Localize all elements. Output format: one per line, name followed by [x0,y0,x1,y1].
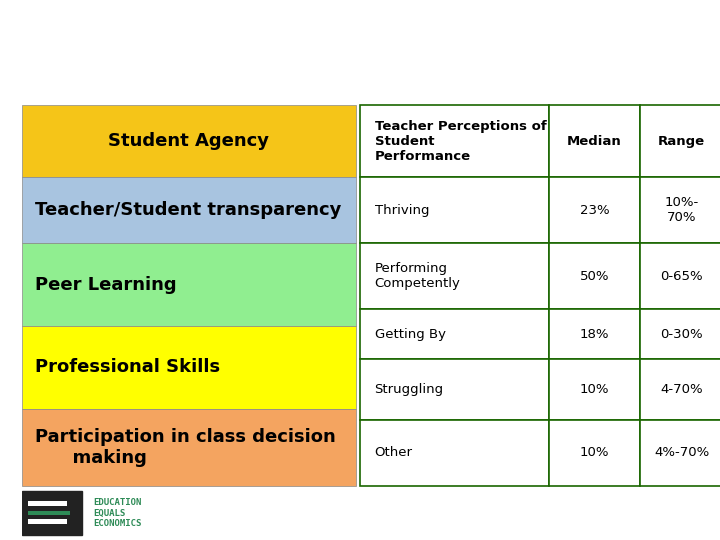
Text: EDUCATION
EQUALS
ECONOMICS: EDUCATION EQUALS ECONOMICS [93,498,141,528]
Text: Student Agency: Student Agency [148,36,572,80]
FancyBboxPatch shape [22,491,82,535]
Text: Other: Other [374,447,413,460]
Text: Student Agency: Student Agency [109,132,269,150]
Text: Getting By: Getting By [374,328,446,341]
FancyBboxPatch shape [22,177,356,243]
FancyBboxPatch shape [360,309,549,359]
Text: Participation in class decision
      making: Participation in class decision making [35,428,336,467]
Text: Median: Median [567,134,622,147]
FancyBboxPatch shape [549,309,640,359]
Text: 0-30%: 0-30% [660,328,703,341]
FancyBboxPatch shape [360,359,549,420]
FancyBboxPatch shape [549,105,640,177]
FancyBboxPatch shape [22,105,356,177]
Text: 10%: 10% [580,447,609,460]
FancyBboxPatch shape [549,177,640,243]
FancyBboxPatch shape [22,243,356,326]
Text: Thriving: Thriving [374,204,429,217]
Text: 4%-70%: 4%-70% [654,447,709,460]
FancyBboxPatch shape [22,409,356,486]
Text: 4-70%: 4-70% [660,383,703,396]
FancyBboxPatch shape [22,326,356,409]
Text: 23%: 23% [580,204,609,217]
FancyBboxPatch shape [27,511,70,515]
FancyBboxPatch shape [640,243,720,309]
FancyBboxPatch shape [27,501,67,507]
FancyBboxPatch shape [360,177,549,243]
Text: 10%: 10% [580,383,609,396]
Text: Performing
Competently: Performing Competently [374,262,460,291]
FancyBboxPatch shape [27,519,67,524]
FancyBboxPatch shape [640,359,720,420]
FancyBboxPatch shape [640,177,720,243]
Text: 18%: 18% [580,328,609,341]
FancyBboxPatch shape [549,359,640,420]
FancyBboxPatch shape [360,105,549,177]
Text: 0-65%: 0-65% [660,270,703,283]
Text: Range: Range [658,134,706,147]
Text: Teacher/Student transparency: Teacher/Student transparency [35,201,341,219]
FancyBboxPatch shape [549,420,640,486]
Text: Teacher Perceptions of
Student
Performance: Teacher Perceptions of Student Performan… [374,120,546,163]
Text: Peer Learning: Peer Learning [35,275,176,294]
Text: Struggling: Struggling [374,383,444,396]
FancyBboxPatch shape [360,243,549,309]
Text: 50%: 50% [580,270,609,283]
FancyBboxPatch shape [640,420,720,486]
Text: Professional Skills: Professional Skills [35,359,220,376]
FancyBboxPatch shape [549,243,640,309]
FancyBboxPatch shape [640,105,720,177]
FancyBboxPatch shape [360,420,549,486]
FancyBboxPatch shape [640,309,720,359]
Text: 10%-
70%: 10%- 70% [665,196,699,224]
